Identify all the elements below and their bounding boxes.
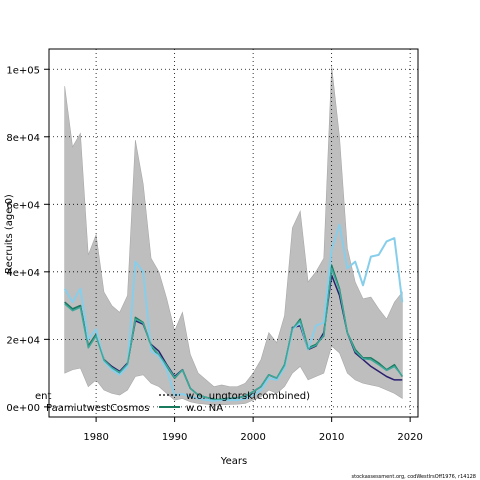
y-tick-label: 0e+00 xyxy=(6,403,40,414)
plot-frame xyxy=(48,48,419,418)
series-line-3 xyxy=(63,223,404,402)
x-tick-label: 2000 xyxy=(240,432,265,443)
y-tick-label: 4e+04 xyxy=(6,268,40,279)
y-tick-label: 2e+04 xyxy=(6,335,40,346)
x-tick-label: 2010 xyxy=(319,432,344,443)
y-tick-label: 6e+04 xyxy=(6,200,40,211)
legend-label: PaamiutwestCosmos xyxy=(46,403,149,414)
series-line-4 xyxy=(64,267,403,401)
confidence-band xyxy=(64,65,403,406)
x-axis: 1980 1990 2000 2010 2020 xyxy=(83,417,423,443)
x-tick-label: 2020 xyxy=(397,432,422,443)
confidence-band-area xyxy=(64,65,403,406)
y-axis-title: Recruits (age 0) xyxy=(4,194,15,274)
series-lines xyxy=(63,223,404,402)
legend-label: w.o. ungtorsk(combined) xyxy=(186,391,310,402)
legend-label: ent xyxy=(35,391,51,402)
y-tick-label: 8e+04 xyxy=(6,133,40,144)
x-tick-label: 1990 xyxy=(162,432,187,443)
y-axis: 0e+00 2e+04 4e+04 6e+04 8e+04 1e+05 xyxy=(6,65,49,414)
x-axis-title: Years xyxy=(220,456,247,467)
x-tick-label: 1980 xyxy=(83,432,108,443)
y-tick-label: 1e+05 xyxy=(6,65,40,76)
grid xyxy=(49,49,418,417)
credit-text: stockassessment.org, codWestIrsOff1976, … xyxy=(352,474,476,480)
legend-label: w.o. NA xyxy=(186,403,223,414)
